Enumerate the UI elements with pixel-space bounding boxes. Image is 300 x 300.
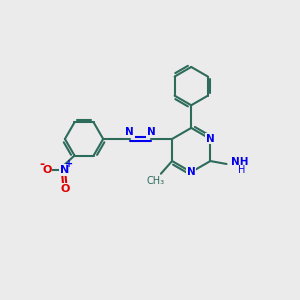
Text: O: O [42,165,52,175]
Text: N: N [125,128,134,137]
Text: N: N [187,167,196,177]
Text: NH: NH [231,157,248,166]
Text: CH₃: CH₃ [147,176,165,186]
Text: -: - [39,158,44,171]
Text: N: N [206,134,215,144]
Text: O: O [60,184,70,194]
Text: N: N [60,165,69,175]
Text: H: H [238,165,245,175]
Text: N: N [146,128,155,137]
Text: +: + [64,159,73,170]
